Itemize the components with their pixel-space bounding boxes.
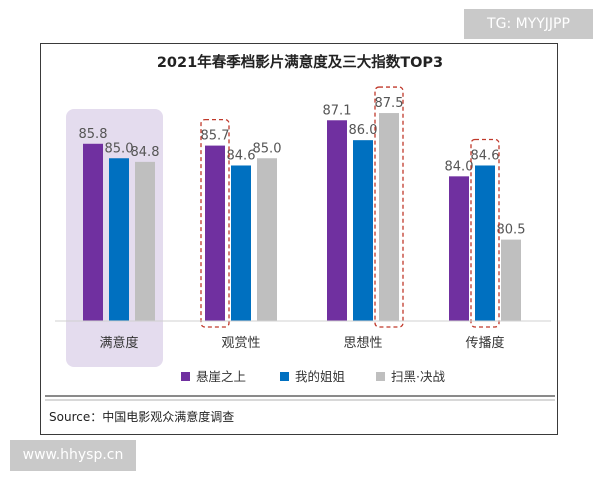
value-label-0-3: 84.0 [445, 159, 474, 174]
bar-0-1 [205, 145, 225, 321]
category-label-3: 传播度 [465, 335, 504, 351]
bar-0-2 [327, 120, 347, 322]
value-label-1-0: 85.0 [105, 141, 134, 156]
bar-2-0 [135, 161, 155, 321]
value-label-1-3: 84.6 [471, 148, 500, 163]
category-label-1: 观赏性 [221, 336, 260, 351]
dashed-box-2 [470, 138, 500, 328]
watermark-bottom: www.hhysp.cn [10, 440, 136, 471]
bar-1-1 [231, 165, 251, 321]
bar-0-3 [449, 176, 469, 321]
legend-swatch-1 [280, 372, 289, 381]
chart-card: 2021年春季档影片满意度及三大指数TOP3 85.8 85.7 87.1 84.0 85… [40, 43, 558, 435]
bar-1-2 [353, 140, 373, 321]
bar-1-3 [475, 165, 495, 321]
bar-0-0 [83, 143, 103, 321]
bar-2-2 [379, 113, 399, 322]
bar-2-1 [257, 158, 277, 321]
value-label-0-0: 85.8 [79, 127, 108, 142]
legend-swatch-0 [181, 372, 190, 381]
dashed-box-0 [200, 118, 230, 328]
source-note: Source：中国电影观众满意度调查 [49, 409, 234, 424]
bar-1-0 [109, 158, 129, 321]
chart-svg: 2021年春季档影片满意度及三大指数TOP3 85.8 85.7 87.1 84.0 85… [45, 53, 555, 424]
value-label-1-1: 84.6 [227, 148, 256, 163]
bar-2-3 [501, 239, 521, 321]
category-label-2: 思想性 [343, 335, 382, 351]
chart-title: 2021年春季档影片满意度及三大指数TOP3 [157, 53, 443, 71]
value-label-2-3: 80.5 [497, 223, 526, 238]
value-label-1-2: 86.0 [349, 123, 378, 138]
dashed-box-1 [374, 86, 404, 328]
legend-label-1: 我的姐姐 [295, 369, 345, 384]
legend-label-2: 扫黑·决战 [391, 369, 445, 384]
value-label-2-1: 85.0 [253, 141, 282, 156]
watermark-top: TG: MYYJJPP [464, 9, 593, 39]
value-label-2-2: 87.5 [375, 96, 404, 111]
value-label-0-2: 87.1 [323, 103, 352, 118]
legend-swatch-2 [376, 372, 385, 381]
value-label-2-0: 84.8 [131, 145, 160, 160]
category-label-0: 满意度 [99, 335, 138, 351]
legend-label-0: 悬崖之上 [196, 369, 246, 384]
value-label-0-1: 85.7 [201, 129, 230, 144]
